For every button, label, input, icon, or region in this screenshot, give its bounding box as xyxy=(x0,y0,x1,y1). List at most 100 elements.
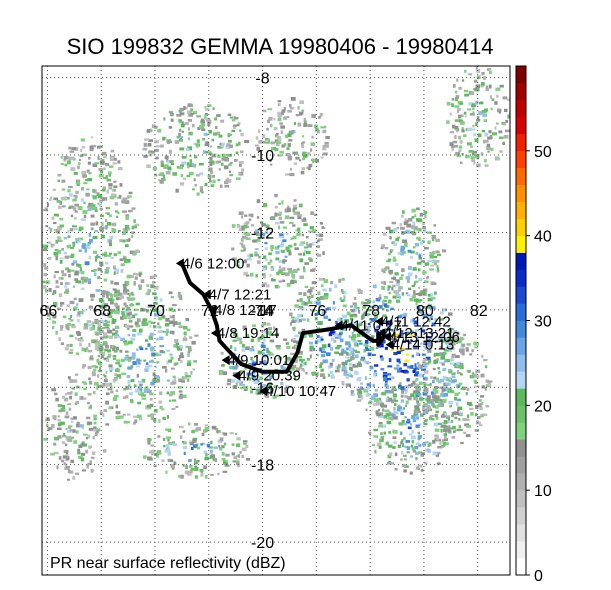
reflectivity-cell xyxy=(107,314,111,318)
reflectivity-cell xyxy=(217,472,220,476)
reflectivity-cell xyxy=(117,160,121,164)
reflectivity-cell xyxy=(311,160,315,164)
reflectivity-cell xyxy=(55,229,58,233)
reflectivity-cell xyxy=(269,259,273,263)
reflectivity-cell xyxy=(79,310,84,315)
reflectivity-cell xyxy=(150,398,153,401)
reflectivity-cell xyxy=(463,333,466,337)
reflectivity-cell xyxy=(61,248,64,251)
reflectivity-cell xyxy=(428,416,433,420)
reflectivity-cell xyxy=(154,312,159,317)
reflectivity-cell xyxy=(99,330,104,334)
reflectivity-cell xyxy=(94,308,97,312)
reflectivity-cell xyxy=(395,237,399,242)
track-marker xyxy=(374,316,383,327)
reflectivity-cell xyxy=(316,129,320,134)
reflectivity-cell xyxy=(229,174,234,177)
reflectivity-cell xyxy=(409,334,414,337)
reflectivity-cell xyxy=(316,239,320,243)
reflectivity-cell xyxy=(353,313,357,317)
reflectivity-cell xyxy=(480,413,484,418)
reflectivity-cell xyxy=(411,435,416,440)
reflectivity-cell xyxy=(129,293,132,297)
reflectivity-cell xyxy=(301,368,305,371)
reflectivity-cell xyxy=(397,369,401,373)
reflectivity-cell xyxy=(285,342,289,345)
reflectivity-cell xyxy=(442,376,446,380)
reflectivity-cell xyxy=(107,212,110,215)
reflectivity-cell xyxy=(60,196,66,201)
reflectivity-cell xyxy=(69,255,74,259)
reflectivity-cell xyxy=(360,396,364,400)
reflectivity-cell xyxy=(432,451,438,456)
reflectivity-cell xyxy=(481,385,486,389)
reflectivity-cell xyxy=(147,388,151,392)
reflectivity-cell xyxy=(55,280,59,284)
reflectivity-cell xyxy=(153,464,157,467)
reflectivity-cell xyxy=(103,323,108,326)
reflectivity-cell xyxy=(341,278,345,281)
reflectivity-cell xyxy=(53,274,56,279)
reflectivity-cell xyxy=(52,320,57,324)
reflectivity-cell xyxy=(114,394,119,398)
reflectivity-cell xyxy=(432,405,436,408)
reflectivity-cell xyxy=(78,298,84,303)
reflectivity-cell xyxy=(249,348,253,352)
reflectivity-cell xyxy=(53,301,58,306)
reflectivity-cell xyxy=(262,337,266,342)
reflectivity-cell xyxy=(360,356,366,360)
reflectivity-cell xyxy=(265,377,269,381)
reflectivity-cell xyxy=(415,252,419,255)
reflectivity-cell xyxy=(322,145,325,149)
reflectivity-cell xyxy=(207,174,211,178)
reflectivity-cell xyxy=(354,371,359,375)
reflectivity-cell xyxy=(278,216,282,220)
reflectivity-cell xyxy=(293,243,297,246)
reflectivity-cell xyxy=(381,268,384,273)
reflectivity-cell xyxy=(92,451,96,455)
reflectivity-cell xyxy=(122,210,127,213)
reflectivity-cell xyxy=(245,271,248,275)
reflectivity-cell xyxy=(154,365,158,368)
reflectivity-cell xyxy=(436,264,439,268)
reflectivity-cell xyxy=(72,429,76,433)
reflectivity-cell xyxy=(173,462,177,465)
reflectivity-cell xyxy=(425,418,428,422)
reflectivity-cell xyxy=(471,159,475,162)
reflectivity-cell xyxy=(394,403,397,407)
reflectivity-cell xyxy=(456,385,460,389)
reflectivity-cell xyxy=(114,336,117,339)
reflectivity-cell xyxy=(229,146,232,149)
reflectivity-cell xyxy=(212,179,216,184)
reflectivity-cell xyxy=(483,139,489,143)
reflectivity-cell xyxy=(131,400,134,404)
reflectivity-cell xyxy=(443,411,447,414)
reflectivity-cell xyxy=(319,339,323,343)
reflectivity-cell xyxy=(357,340,362,343)
reflectivity-cell xyxy=(458,115,461,119)
reflectivity-cell xyxy=(103,449,107,453)
reflectivity-cell xyxy=(308,166,311,171)
reflectivity-cell xyxy=(87,365,92,370)
reflectivity-cell xyxy=(420,342,423,345)
reflectivity-cell xyxy=(107,329,113,334)
reflectivity-cell xyxy=(278,268,284,272)
reflectivity-cell xyxy=(382,300,385,305)
reflectivity-cell xyxy=(328,332,333,337)
reflectivity-cell xyxy=(471,128,476,131)
reflectivity-cell xyxy=(245,333,249,337)
reflectivity-cell xyxy=(414,332,417,336)
reflectivity-cell xyxy=(365,348,370,352)
reflectivity-cell xyxy=(153,298,158,302)
reflectivity-cell xyxy=(220,144,224,147)
reflectivity-cell xyxy=(302,135,305,138)
reflectivity-cell xyxy=(393,256,396,260)
reflectivity-cell xyxy=(182,337,188,342)
reflectivity-cell xyxy=(241,215,244,219)
reflectivity-cell xyxy=(308,289,313,292)
reflectivity-cell xyxy=(224,464,230,467)
reflectivity-cell xyxy=(304,249,307,253)
reflectivity-cell xyxy=(127,298,132,301)
reflectivity-cell xyxy=(427,293,433,297)
reflectivity-cell xyxy=(405,331,410,335)
